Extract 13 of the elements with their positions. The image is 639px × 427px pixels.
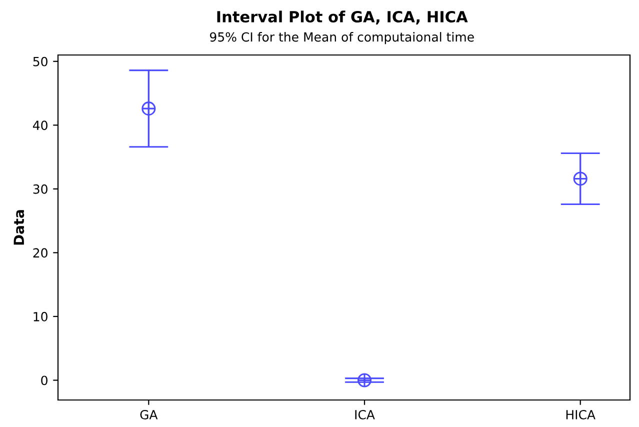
point [142,102,156,116]
x-tick-label: GA [140,410,158,420]
y-axis-title: Data [14,210,24,245]
chart-title: Interval Plot of GA, ICA, HICA [217,10,468,24]
y-tick-label: 10 [34,312,48,322]
x-tick-label: HICA [566,410,596,420]
x-tick-label: ICA [355,410,375,420]
y-tick-label: 40 [32,120,48,130]
chart-subtitle: 95% CI for the Mean of computaional time [210,32,474,44]
y-tick-label: 30 [33,184,48,194]
y-tick-label: 0 [41,376,48,386]
y-tick-label: 50 [33,56,48,66]
y-tick-label: 20 [33,248,48,258]
